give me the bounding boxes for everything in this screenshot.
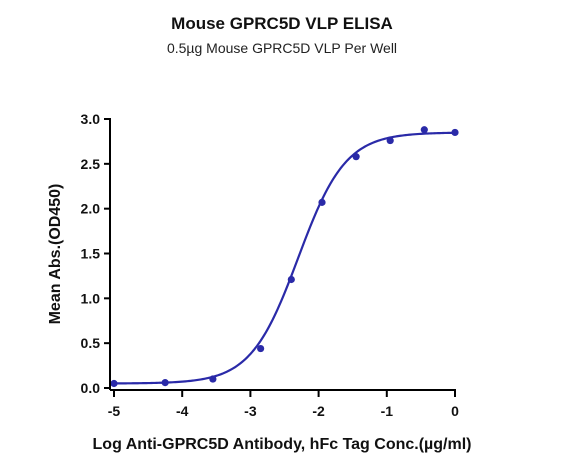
y-ticks: 0.0 0.5 1.0 1.5 2.0 2.5 3.0 [81, 111, 110, 396]
data-point [386, 136, 394, 145]
y-tick-label: 0.5 [81, 335, 101, 351]
y-axis-label: Mean Abs.(OD450) [47, 184, 64, 325]
data-point [209, 375, 217, 383]
x-tick-label: -2 [312, 403, 325, 419]
data-point [287, 275, 295, 284]
fit-curve [113, 131, 456, 385]
x-ticks: -5 -4 -3 -2 -1 0 [108, 390, 459, 419]
x-tick-label: -1 [381, 403, 394, 419]
x-tick-label: -5 [108, 403, 121, 419]
y-tick-label: 1.5 [81, 246, 101, 262]
x-axis-label: Log Anti-GPRC5D Antibody, hFc Tag Conc.(… [93, 436, 472, 453]
x-tick-label: -3 [244, 403, 257, 419]
data-point [451, 128, 459, 137]
data-point [110, 379, 118, 388]
plot-area [110, 126, 459, 388]
y-tick-label: 0.0 [81, 380, 101, 396]
chart-title: Mouse GPRC5D VLP ELISA [171, 14, 393, 33]
data-point [257, 344, 265, 353]
y-tick-label: 1.0 [81, 290, 101, 306]
x-tick-label: -4 [176, 403, 189, 419]
y-tick-label: 3.0 [81, 111, 101, 127]
y-tick-label: 2.0 [81, 201, 101, 217]
y-tick-label: 2.5 [81, 156, 101, 172]
data-point [161, 379, 169, 387]
data-point [420, 126, 428, 134]
chart-subtitle: 0.5µg Mouse GPRC5D VLP Per Well [167, 40, 397, 56]
data-point [318, 198, 326, 206]
data-point [352, 153, 360, 161]
x-tick-label: 0 [451, 403, 459, 419]
